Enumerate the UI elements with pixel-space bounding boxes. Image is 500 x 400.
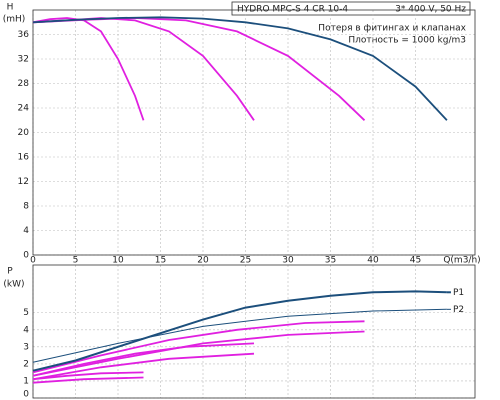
chart-subtitle: 3* 400 V, 50 Hz: [395, 5, 466, 15]
y-tick-label: 36: [18, 30, 30, 40]
y-tick-label: 5: [23, 308, 29, 318]
y-tick-label: 16: [18, 153, 30, 163]
curve: [32, 17, 145, 121]
curve: [32, 308, 447, 363]
y-tick-label: 4: [23, 226, 29, 236]
y-tick-label: 1: [23, 376, 29, 386]
note: Плотность = 1000 kg/m3: [348, 36, 466, 46]
x-tick-label: 15: [155, 256, 166, 266]
curve: [32, 290, 447, 372]
y-tick-label: 24: [18, 104, 30, 114]
x-tick-label: 0: [30, 256, 36, 266]
y-axis-label: P: [7, 267, 13, 277]
curve: [32, 371, 144, 381]
y-tick-label: 0: [23, 390, 29, 400]
note: Потеря в фитингах и клапанах: [318, 24, 466, 34]
y-tick-label: 28: [18, 79, 30, 89]
y-tick-label: 0: [23, 251, 29, 261]
x-tick-label: 5: [73, 256, 79, 266]
y-tick-label: 32: [18, 55, 29, 65]
title-box: [231, 1, 471, 16]
series-label: P1: [453, 288, 464, 298]
curve: [32, 17, 366, 121]
x-axis-label: Q(m3/h): [443, 256, 480, 266]
curve: [32, 342, 255, 377]
x-tick-label: 25: [240, 256, 251, 266]
curve: [32, 330, 365, 377]
curve: [32, 376, 144, 384]
x-tick-label: 35: [325, 256, 336, 266]
y-tick-label: 2: [23, 359, 29, 369]
curve: [32, 16, 448, 121]
x-tick-label: 30: [282, 256, 294, 266]
y-tick-label: 8: [23, 202, 29, 212]
curve: [32, 17, 255, 121]
y-tick-label: 12: [18, 177, 29, 187]
curve: [32, 352, 255, 381]
x-tick-label: 45: [410, 256, 421, 266]
chart-title: HYDRO MPC-S 4 CR 10-4: [237, 5, 348, 15]
y-tick-label: 3: [23, 342, 29, 352]
y-tick-label: 20: [18, 128, 30, 138]
plot-frame: [32, 264, 476, 399]
x-tick-label: 20: [197, 256, 209, 266]
plot-frame: [32, 9, 476, 256]
y-axis-unit: (mH): [3, 15, 26, 25]
x-tick-label: 10: [112, 256, 124, 266]
y-tick-label: 4: [23, 325, 29, 335]
y-axis-unit: (kW): [3, 280, 24, 290]
curve: [32, 320, 365, 374]
series-label: P2: [453, 305, 464, 315]
y-axis-label: H: [7, 3, 14, 13]
x-tick-label: 40: [367, 256, 379, 266]
